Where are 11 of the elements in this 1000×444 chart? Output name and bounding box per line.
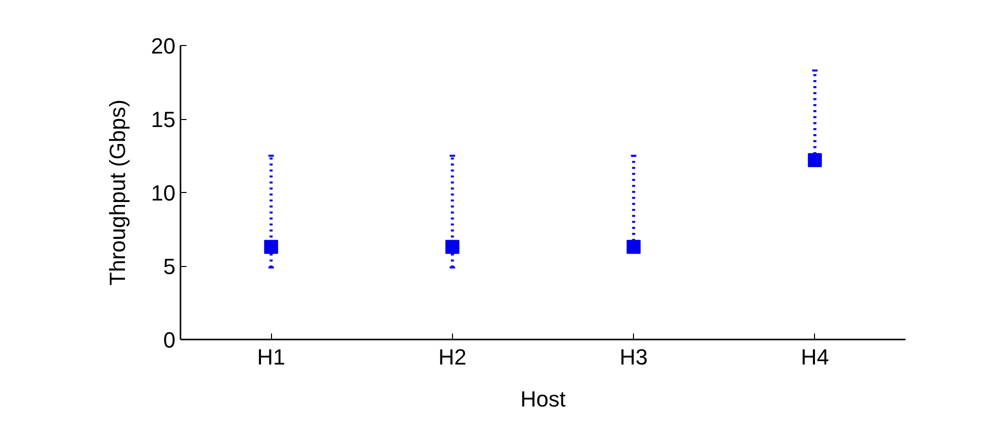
y-tick-label: 5 [163, 254, 176, 279]
x-tick-label: H1 [257, 344, 286, 370]
y-axis-title: Throughput (Gbps) [105, 100, 130, 286]
x-axis-title: Host [520, 386, 566, 412]
x-tick-label: H4 [800, 344, 829, 370]
x-tick-label: H3 [620, 344, 648, 370]
y-tick-label: 10 [151, 180, 176, 206]
y-tick-label: 20 [151, 34, 176, 58]
y-tick-label: 0 [163, 328, 176, 352]
x-tick-label: H2 [438, 344, 466, 370]
y-tick-label: 15 [151, 107, 176, 132]
